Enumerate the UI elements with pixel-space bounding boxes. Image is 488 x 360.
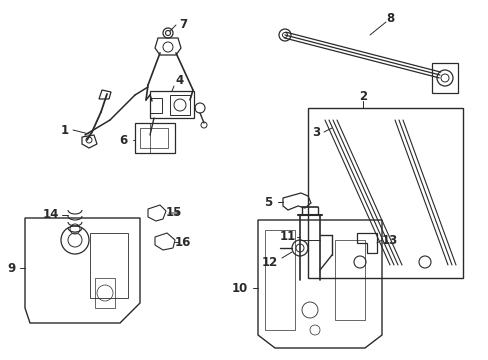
Text: 7: 7 [179,18,187,31]
Text: 4: 4 [176,75,184,87]
Bar [140,128,168,148]
Bar [150,98,162,113]
Text: 3: 3 [311,126,320,139]
Bar [90,233,128,298]
Text: 14: 14 [43,208,59,221]
Bar [135,123,175,153]
Text: 16: 16 [174,235,191,248]
Text: 15: 15 [165,207,182,220]
Text: 12: 12 [262,256,278,270]
Text: 10: 10 [231,282,247,294]
Text: 1: 1 [61,123,69,136]
Text: 9: 9 [8,261,16,274]
Bar [264,230,294,330]
Text: 6: 6 [119,134,127,147]
Bar [95,278,115,308]
Text: 13: 13 [381,234,397,247]
Bar [170,95,190,115]
Text: 11: 11 [279,230,296,243]
Bar [334,240,364,320]
Text: 2: 2 [358,90,366,103]
Text: 5: 5 [264,195,271,208]
Text: 8: 8 [385,12,393,24]
Bar [307,108,462,278]
